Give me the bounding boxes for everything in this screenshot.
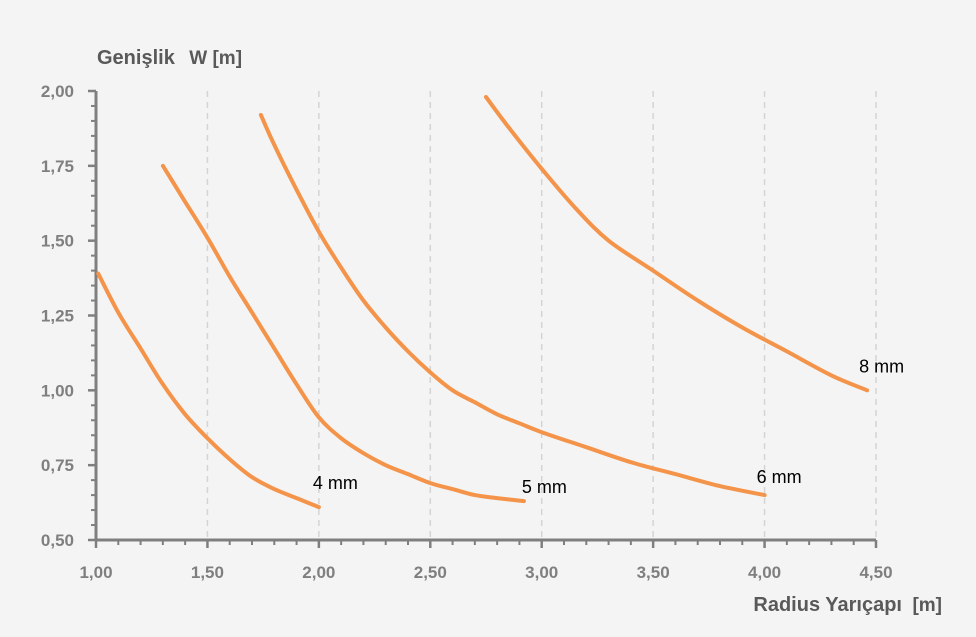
x-tick-label: 1,50 bbox=[191, 563, 224, 582]
series-line-1 bbox=[160, 163, 526, 504]
y-tick-label: 0,50 bbox=[41, 531, 74, 550]
series-labels: 4 mm 5 mm 6 mm 8 mm bbox=[313, 356, 904, 497]
series-label-2: 6 mm bbox=[757, 467, 802, 487]
x-tick-label: 1,00 bbox=[79, 563, 112, 582]
y-tick-label: 1,25 bbox=[41, 307, 74, 326]
grid-lines bbox=[206, 91, 877, 540]
x-axis-title: Radius Yarıçapı [m] bbox=[753, 594, 942, 616]
y-tick-label: 0,75 bbox=[41, 456, 74, 475]
x-tick-label: 3,00 bbox=[525, 563, 558, 582]
series-line-2 bbox=[258, 112, 767, 498]
y-tick-label: 1,50 bbox=[41, 232, 74, 251]
series-line-0 bbox=[96, 271, 321, 510]
series-label-3: 8 mm bbox=[859, 356, 904, 376]
series-lines bbox=[96, 95, 870, 510]
y-axis-title: Genişlik W [m] bbox=[97, 47, 242, 69]
x-tick-label: 2,00 bbox=[302, 563, 335, 582]
y-tick-label: 1,00 bbox=[41, 381, 74, 400]
x-minor-ticks bbox=[94, 540, 878, 548]
x-axis-title-main: Radius Yarıçapı bbox=[753, 594, 902, 616]
x-tick-label: 4,00 bbox=[748, 563, 781, 582]
x-tick-label: 2,50 bbox=[414, 563, 447, 582]
x-axis-title-unit: [m] bbox=[912, 595, 942, 616]
y-minor-ticks bbox=[88, 89, 96, 542]
axes bbox=[88, 89, 878, 548]
y-tick-label: 2,00 bbox=[41, 82, 74, 101]
y-tick-labels: 0,50 0,75 1,00 1,25 1,50 1,75 2,00 bbox=[41, 82, 74, 550]
series-line-3 bbox=[484, 95, 870, 393]
y-axis-title-unit: W [m] bbox=[189, 48, 242, 69]
y-axis-title-main: Genişlik bbox=[97, 47, 176, 69]
x-tick-labels: 1,00 1,50 2,00 2,50 3,00 3,50 4,00 4,50 bbox=[79, 563, 892, 582]
x-tick-label: 4,50 bbox=[859, 563, 892, 582]
series-label-0: 4 mm bbox=[313, 473, 358, 493]
series-label-1: 5 mm bbox=[522, 477, 567, 497]
x-tick-label: 3,50 bbox=[637, 563, 670, 582]
y-tick-label: 1,75 bbox=[41, 157, 74, 176]
